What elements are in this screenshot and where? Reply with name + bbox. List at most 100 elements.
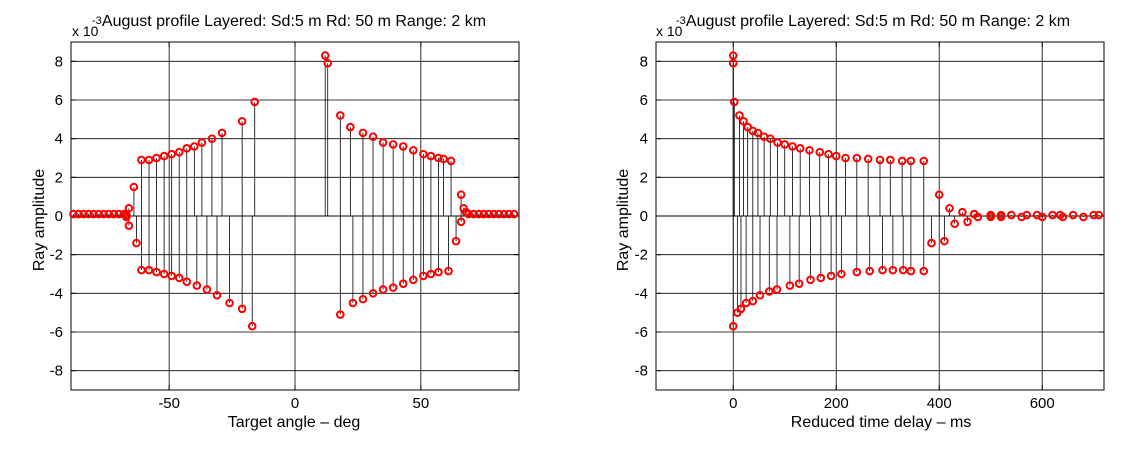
stem-marker bbox=[419, 271, 428, 281]
stem-marker bbox=[202, 285, 212, 294]
stem-marker bbox=[865, 266, 875, 276]
stem-marker bbox=[815, 147, 825, 157]
x-tick-label: 600 bbox=[1030, 395, 1055, 412]
stem-marker bbox=[509, 209, 519, 219]
stem-marker bbox=[378, 138, 388, 147]
stem-marker bbox=[94, 209, 103, 219]
stem-marker bbox=[456, 217, 466, 227]
x-tick-label: 200 bbox=[824, 395, 849, 412]
stem-marker bbox=[958, 207, 967, 217]
stem-marker bbox=[1079, 212, 1088, 222]
stem-marker bbox=[748, 296, 758, 306]
y-tick-label: -2 bbox=[635, 247, 648, 264]
stem-marker bbox=[336, 310, 345, 319]
y-tick-label: 6 bbox=[640, 92, 648, 109]
stem-marker bbox=[74, 209, 83, 219]
stem-marker bbox=[1094, 210, 1104, 220]
stem-marker bbox=[824, 149, 833, 159]
stem-marker bbox=[348, 298, 358, 308]
stem-marker bbox=[129, 182, 139, 192]
stem-marker bbox=[426, 151, 436, 161]
stem-marker bbox=[852, 153, 862, 163]
stem-marker bbox=[451, 236, 461, 246]
stem-marker bbox=[484, 209, 494, 219]
stem-marker bbox=[167, 149, 176, 159]
stem-marker bbox=[504, 209, 514, 219]
stem-marker bbox=[167, 271, 176, 281]
stem-marker bbox=[772, 285, 782, 294]
stem-marker bbox=[986, 212, 996, 222]
stem-marker bbox=[940, 236, 949, 246]
stem-marker bbox=[785, 281, 795, 290]
stem-marker bbox=[323, 58, 333, 68]
stem-marker bbox=[728, 58, 738, 68]
stem-marker bbox=[159, 269, 169, 279]
stem-marker bbox=[456, 190, 466, 200]
stem-marker bbox=[729, 97, 739, 107]
stem-marker bbox=[225, 298, 234, 308]
stem-marker bbox=[1058, 212, 1068, 222]
stem-marker bbox=[739, 116, 748, 126]
stem-marker bbox=[489, 209, 499, 219]
stem-marker bbox=[237, 116, 247, 126]
stem-marker bbox=[79, 209, 88, 219]
stem-marker bbox=[499, 209, 509, 219]
stem-marker bbox=[358, 128, 368, 138]
chart-title: August profile Layered: Sd:5 m Rd: 50 m … bbox=[102, 13, 486, 30]
stem-marker bbox=[114, 209, 124, 219]
stem-marker bbox=[494, 209, 504, 219]
stem-marker bbox=[878, 265, 887, 275]
stem-marker bbox=[444, 266, 453, 276]
y-tick-label: -6 bbox=[635, 324, 648, 341]
y-tick-label: -4 bbox=[50, 285, 63, 302]
stem-marker bbox=[104, 209, 114, 219]
stem-marker bbox=[963, 217, 972, 227]
stem-marker bbox=[826, 271, 836, 281]
stem-marker bbox=[805, 145, 814, 155]
stem-marker bbox=[1048, 210, 1057, 220]
stem-marker bbox=[398, 142, 408, 151]
stem-marker bbox=[378, 285, 388, 294]
stem-marker bbox=[398, 279, 408, 288]
y-tick-label: 2 bbox=[55, 169, 63, 186]
stem-marker bbox=[250, 97, 260, 107]
stem-marker bbox=[174, 273, 184, 283]
stem-marker bbox=[84, 209, 93, 219]
stem-marker bbox=[906, 266, 916, 276]
stem-marker bbox=[388, 140, 398, 149]
chart-target-angle: -8 -6 -4 -2 0 2 4 6 8 -50 0 50 August profile Layer… bbox=[0, 0, 560, 449]
stem-marker bbox=[99, 209, 109, 219]
stem-marker bbox=[368, 132, 378, 142]
y-tick-label: -6 bbox=[50, 324, 63, 341]
plot-area-left: -8 -6 -4 -2 0 2 4 6 8 -50 0 50 bbox=[50, 41, 520, 412]
stem-marker bbox=[159, 151, 169, 161]
stem-marker bbox=[368, 289, 378, 298]
x-axis-label: Reduced time delay – ms bbox=[791, 414, 972, 431]
exponent-power: -3 bbox=[92, 15, 102, 27]
x-tick-label: 0 bbox=[291, 395, 299, 412]
chart-reduced-time-delay: -8 -6 -4 -2 0 2 4 6 8 0 200 400 600 August profile L… bbox=[585, 0, 1144, 449]
stem-marker bbox=[434, 153, 443, 163]
stem-marker bbox=[888, 265, 898, 275]
stem-marker bbox=[816, 273, 826, 283]
stem-marker bbox=[898, 265, 908, 275]
stem-marker bbox=[1037, 212, 1047, 222]
x-tick-label: 50 bbox=[412, 395, 429, 412]
x-tick-label: 0 bbox=[729, 395, 737, 412]
stem-marker bbox=[885, 155, 895, 165]
stem-marker bbox=[837, 269, 846, 279]
exponent-label: x 10 bbox=[72, 23, 99, 39]
stem-marker bbox=[419, 149, 428, 159]
stem-marker bbox=[408, 145, 418, 155]
stem-marker bbox=[474, 209, 484, 219]
stem-marker bbox=[469, 209, 478, 219]
stem-marker bbox=[794, 279, 804, 288]
chart-svg-right: -8 -6 -4 -2 0 2 4 6 8 0 200 400 600 August profile L… bbox=[615, 13, 1105, 431]
stem-marker bbox=[479, 209, 489, 219]
stem-marker bbox=[919, 266, 929, 276]
stem-marker bbox=[137, 265, 146, 275]
stem-marker bbox=[144, 265, 154, 275]
stem-marker bbox=[831, 151, 841, 161]
exponent-label: x 10 bbox=[656, 23, 683, 39]
stem-marker bbox=[806, 275, 815, 285]
